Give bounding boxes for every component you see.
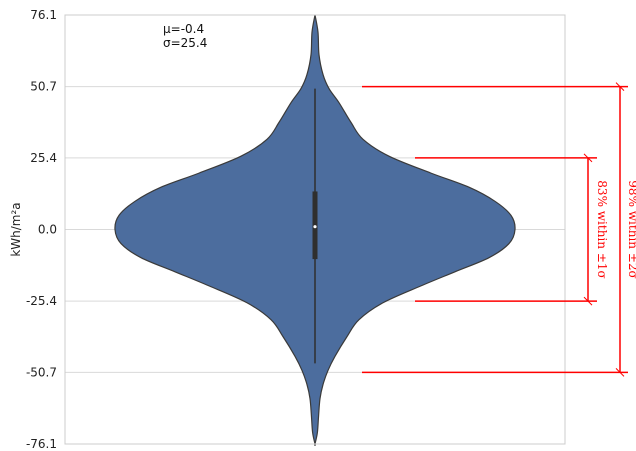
y-tick-label: 50.7 — [30, 80, 57, 94]
y-axis-label: kWh/m²a — [9, 202, 23, 256]
bracket-tick — [583, 153, 593, 163]
mean-label: μ=-0.4 — [163, 22, 204, 36]
sigma-annotations: 83% within ±1σ 98% within ±2σ — [362, 82, 636, 377]
bracket-tick — [615, 368, 625, 377]
sigma-annotation-label: 83% within ±1σ — [595, 180, 609, 278]
y-tick-label: 25.4 — [30, 151, 57, 165]
sigma-annotation-label: 98% within ±2σ — [626, 180, 636, 278]
y-tick-label: 0.0 — [38, 223, 57, 237]
plot-frame — [64, 14, 566, 445]
median-dot — [313, 225, 317, 229]
y-tick-label: -76.1 — [26, 437, 57, 451]
y-tick-label: -25.4 — [26, 294, 57, 308]
y-tick-label: -50.7 — [26, 365, 57, 379]
y-tick-label: 76.1 — [30, 8, 57, 22]
bracket-tick — [583, 296, 593, 306]
bracket-tick — [615, 82, 625, 91]
std-label: σ=25.4 — [163, 36, 207, 50]
violin-body — [114, 14, 516, 447]
y-axis-ticks: -76.1 -50.7 -25.4 0.0 25.4 50.7 76.1 — [26, 8, 57, 451]
